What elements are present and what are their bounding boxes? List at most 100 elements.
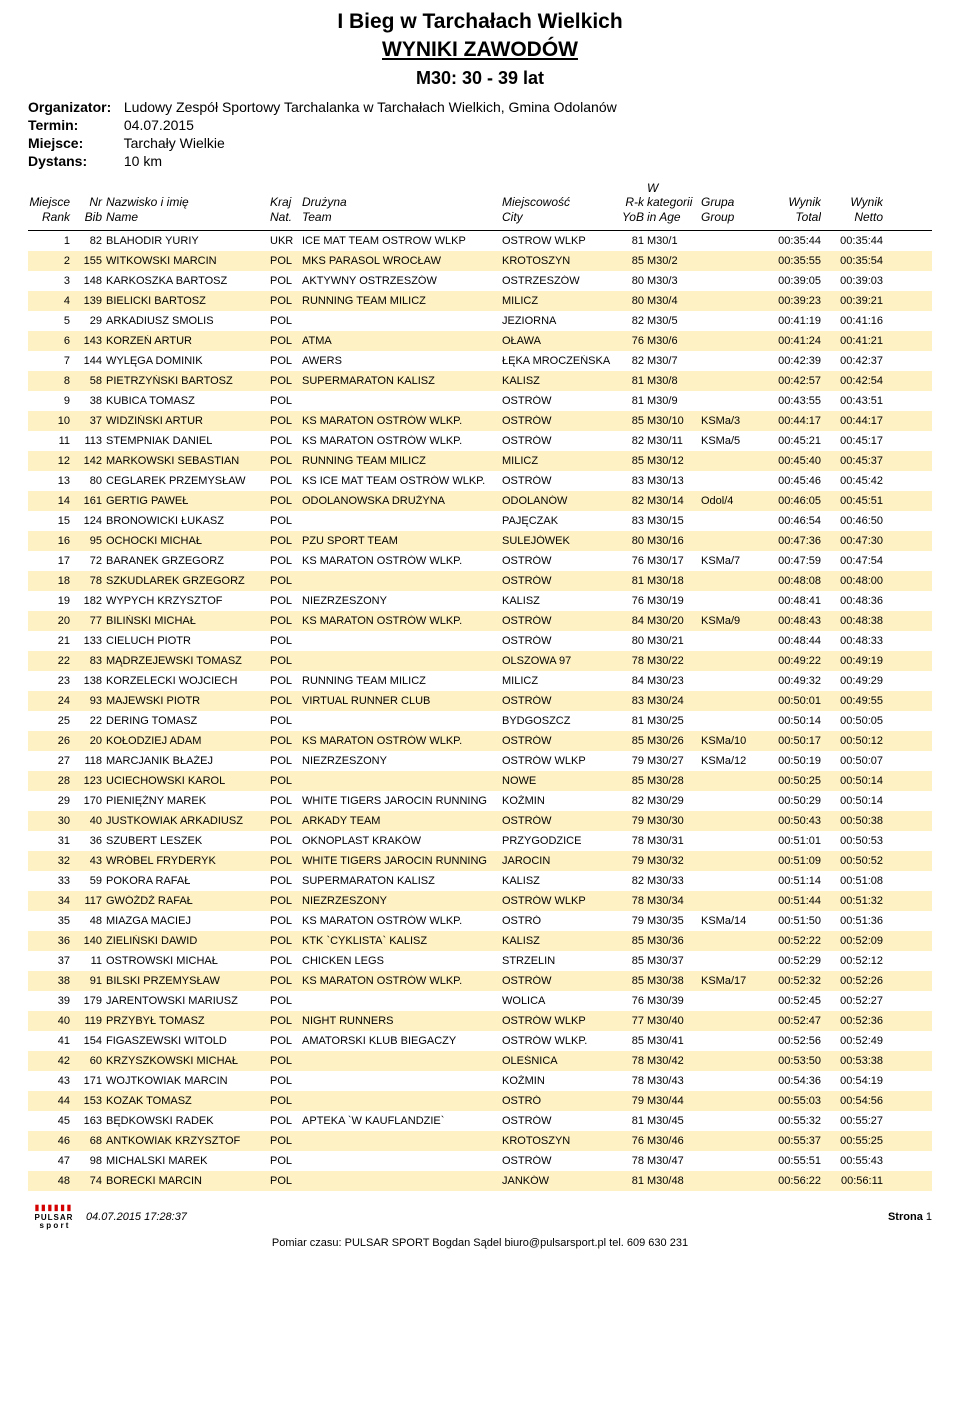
cell-total: 00:55:03 <box>759 1095 821 1107</box>
cell-netto: 00:50:52 <box>821 855 883 867</box>
cell-cat: M30/4 <box>644 295 701 307</box>
cell-team: AKTYWNY OSTRZESZÓW <box>302 275 502 287</box>
cell-rank: 20 <box>28 615 74 627</box>
cell-bib: 154 <box>74 1035 106 1047</box>
cell-bib: 98 <box>74 1155 106 1167</box>
cell-yob: 76 <box>620 1135 644 1147</box>
cell-city: OSTRÓW <box>502 395 620 407</box>
cell-bib: 133 <box>74 635 106 647</box>
table-row: 7144WYLĘGA DOMINIKPOLAWERSŁĘKA MROCZEŃSK… <box>28 351 932 371</box>
cell-city: OŁAWA <box>502 335 620 347</box>
cell-yob: 76 <box>620 595 644 607</box>
table-row: 2077BILIŃSKI MICHAŁPOLKS MARATON OSTRÓW … <box>28 611 932 631</box>
cell-yob: 80 <box>620 275 644 287</box>
cell-cat: M30/44 <box>644 1095 701 1107</box>
cell-name: KOŁODZIEJ ADAM <box>106 735 270 747</box>
cell-nat: POL <box>270 675 302 687</box>
cell-name: ANTKOWIAK KRZYSZTOF <box>106 1135 270 1147</box>
cell-bib: 72 <box>74 555 106 567</box>
cell-netto: 00:51:08 <box>821 875 883 887</box>
cell-name: KUBICA TOMASZ <box>106 395 270 407</box>
cell-team: APTEKA `W KAUFLANDZIE` <box>302 1115 502 1127</box>
cell-group: Odol/4 <box>701 495 759 507</box>
cell-city: ŁĘKA MROCZEŃSKA <box>502 355 620 367</box>
cell-group: KSMa/7 <box>701 555 759 567</box>
cell-cat: M30/14 <box>644 495 701 507</box>
table-row: 27118MARCJANIK BŁAŻEJPOLNIEZRZESZONYOSTR… <box>28 751 932 771</box>
cell-nat: POL <box>270 1055 302 1067</box>
cell-yob: 84 <box>620 615 644 627</box>
page-footer: ▮▮▮▮▮▮ PULSAR s p o r t 04.07.2015 17:28… <box>28 1199 932 1249</box>
cell-name: POKORA RAFAŁ <box>106 875 270 887</box>
cell-team: CHICKEN LEGS <box>302 955 502 967</box>
hdr-team2: Team <box>302 210 502 224</box>
cell-yob: 81 <box>620 235 644 247</box>
cell-netto: 00:50:05 <box>821 715 883 727</box>
cell-bib: 37 <box>74 415 106 427</box>
cell-yob: 85 <box>620 775 644 787</box>
cell-netto: 00:50:53 <box>821 835 883 847</box>
cell-team: NIEZRZESZONY <box>302 595 502 607</box>
cell-total: 00:43:55 <box>759 395 821 407</box>
cell-group: KSMa/17 <box>701 975 759 987</box>
cell-rank: 6 <box>28 335 74 347</box>
cell-total: 00:48:08 <box>759 575 821 587</box>
cell-netto: 00:46:50 <box>821 515 883 527</box>
cell-yob: 79 <box>620 755 644 767</box>
cell-nat: POL <box>270 635 302 647</box>
cell-netto: 00:56:11 <box>821 1175 883 1187</box>
cell-city: OSTRÓW <box>502 415 620 427</box>
hdr-team1: Drużyna <box>302 195 502 209</box>
cell-nat: POL <box>270 835 302 847</box>
cell-total: 00:47:36 <box>759 535 821 547</box>
cell-total: 00:50:29 <box>759 795 821 807</box>
cell-netto: 00:45:51 <box>821 495 883 507</box>
cell-city: OLSZOWA 97 <box>502 655 620 667</box>
cell-nat: POL <box>270 435 302 447</box>
cell-nat: POL <box>270 275 302 287</box>
table-row: 2522DERING TOMASZPOLBYDGOSZCZ81M30/2500:… <box>28 711 932 731</box>
cell-city: OSTRÓW <box>502 1155 620 1167</box>
cell-yob: 83 <box>620 695 644 707</box>
table-row: 1878SZKUDLAREK GRZEGORZPOLOSTRÓW81M30/18… <box>28 571 932 591</box>
cell-total: 00:35:44 <box>759 235 821 247</box>
table-row: 3243WRÓBEL FRYDERYKPOLWHITE TIGERS JAROC… <box>28 851 932 871</box>
cell-rank: 18 <box>28 575 74 587</box>
table-row: 40119PRZYBYŁ TOMASZPOLNIGHT RUNNERSOSTRÓ… <box>28 1011 932 1031</box>
cell-nat: POL <box>270 795 302 807</box>
cell-total: 00:45:21 <box>759 435 821 447</box>
cell-team: NIEZRZESZONY <box>302 895 502 907</box>
cell-cat: M30/33 <box>644 875 701 887</box>
cell-bib: 124 <box>74 515 106 527</box>
cell-nat: POL <box>270 515 302 527</box>
cell-netto: 00:50:38 <box>821 815 883 827</box>
cell-city: OSTRÓW <box>502 1115 620 1127</box>
cell-rank: 1 <box>28 235 74 247</box>
cell-netto: 00:48:33 <box>821 635 883 647</box>
cell-rank: 26 <box>28 735 74 747</box>
cell-total: 00:53:50 <box>759 1055 821 1067</box>
cell-netto: 00:52:36 <box>821 1015 883 1027</box>
sub-title: WYNIKI ZAWODÓW <box>28 38 932 62</box>
cell-rank: 30 <box>28 815 74 827</box>
table-row: 15124BRONOWICKI ŁUKASZPOLPAJĘCZAK83M30/1… <box>28 511 932 531</box>
cell-yob: 82 <box>620 435 644 447</box>
place-label: Miejsce: <box>28 135 120 151</box>
cell-team: ARKADY TEAM <box>302 815 502 827</box>
cell-total: 00:47:59 <box>759 555 821 567</box>
cell-nat: POL <box>270 1015 302 1027</box>
cell-name: MĄDRZEJEWSKI TOMASZ <box>106 655 270 667</box>
cell-netto: 00:43:51 <box>821 395 883 407</box>
cell-team: PZU SPORT TEAM <box>302 535 502 547</box>
cell-total: 00:50:14 <box>759 715 821 727</box>
cell-total: 00:50:43 <box>759 815 821 827</box>
cell-city: OSTRÓW <box>502 435 620 447</box>
cell-netto: 00:49:19 <box>821 655 883 667</box>
cell-team: WHITE TIGERS JAROCIN RUNNING <box>302 855 502 867</box>
organizer-value: Ludowy Zespół Sportowy Tarchalanka w Tar… <box>124 99 617 115</box>
cell-city: OSTRÓW WLKP <box>502 895 620 907</box>
hdr-rank1: Miejsce <box>28 195 70 209</box>
cell-city: KALISZ <box>502 935 620 947</box>
cell-name: OCHOCKI MICHAŁ <box>106 535 270 547</box>
cell-group: KSMa/14 <box>701 915 759 927</box>
